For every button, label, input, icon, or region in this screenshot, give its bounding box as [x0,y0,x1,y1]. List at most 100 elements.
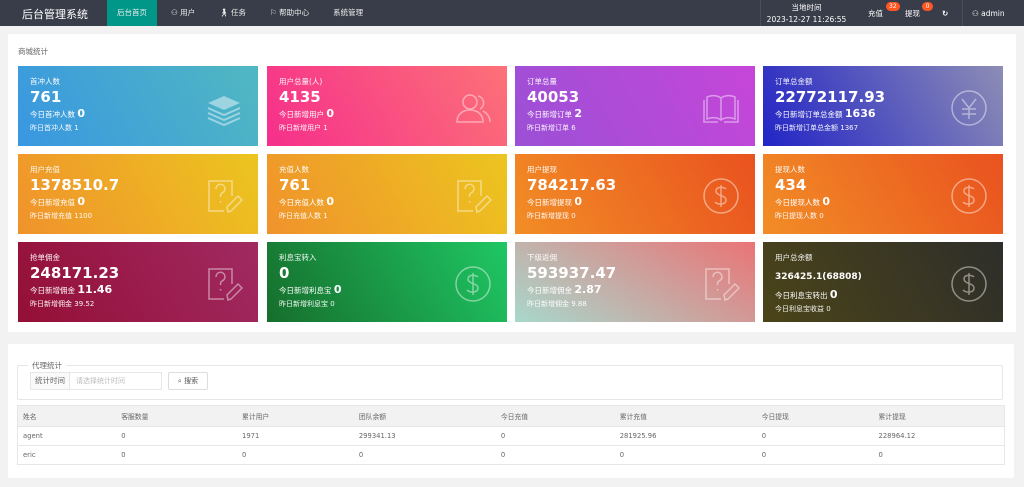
divider [962,0,963,26]
column-header: 客服数量 [116,405,238,427]
agent-stats-panel: 代理统计 统计时间 请选择统计时间 ⌕ 搜索 姓名 客服数量 累计用户 团队余额 今日充… [8,344,1014,478]
card-today: 今日充值人数 0 [279,195,495,208]
card-yesterday: 今日利息宝收益 0 [775,304,991,314]
today-label: 今日利息宝转出 [775,291,828,300]
card-today: 今日新增订单总金额 1636 [775,107,991,120]
table-row: eric 0 0 0 0 0 0 0 [17,445,1005,465]
yesterday-label: 昨日新增提现 [527,212,569,220]
card-title: 用户总余额 [775,253,813,262]
today-label: 今日新增订单总金额 [775,110,843,119]
user-menu[interactable]: ⚇ admin [972,0,1005,26]
today-value: 0 [822,195,831,208]
withdraw-badge: 0 [922,2,933,11]
today-value: 2 [574,107,583,120]
today-value: 0 [574,195,583,208]
yesterday-label: 昨日新增佣金 [30,300,72,308]
card-yesterday: 昨日新增用户 1 [279,123,495,133]
yesterday-label: 昨日充值人数 [279,212,321,220]
column-header: 姓名 [17,405,117,427]
today-value: 0 [326,195,335,208]
card-value: 248171.23 [30,264,120,282]
yesterday-label: 昨日新增订单 [527,124,569,132]
agent-filter: 代理统计 [17,360,1003,400]
table-cell: 228964.12 [873,426,1005,446]
card-value: 761 [30,88,62,106]
time-value: 2023-12-27 11:26:55 [766,15,847,24]
user-icon: ⚇ [171,8,181,17]
nav-help-label: 帮助中心 [279,8,310,17]
card-title: 首冲人数 [30,77,60,86]
nav-users[interactable]: ⚇ 用户 [161,0,205,26]
time-label: 当地时间 [791,3,822,12]
table-cell: eric [17,445,117,465]
top-header: 后台管理系统 后台首页 ⚇ 用户 🚶︎ 任务 ⚐ 帮助中心 系统管理 当地时间 … [0,0,1024,26]
card-title: 用户充值 [30,165,60,174]
stat-card: 用户充值 1378510.7 今日新增充值 0 昨日新增充值 1100 [18,154,258,234]
search-icon: ⌕ [177,377,185,385]
today-label: 今日新增佣金 [30,286,75,295]
yesterday-value: 1 [74,124,79,132]
nav-home[interactable]: 后台首页 [107,0,157,26]
card-value: 1378510.7 [30,176,120,194]
table-cell: agent [17,426,117,446]
withdraw-label: 提现 [905,9,920,18]
card-value: 4135 [279,88,321,106]
search-button[interactable]: ⌕ 搜索 [168,372,208,390]
yesterday-value: 0 [826,305,831,313]
card-title: 充值人数 [279,165,309,174]
today-label: 今日新增订单 [527,110,572,119]
column-header: 今日提现 [756,405,874,427]
card-today: 今日新增提现 0 [527,195,743,208]
card-yesterday: 昨日新增利息宝 0 [279,299,495,309]
card-title: 下级返佣 [527,253,557,262]
yesterday-value: 1 [323,124,328,132]
nav-system[interactable]: 系统管理 [333,8,364,17]
card-today: 今日新增佣金 2.87 [527,283,743,296]
column-header: 今日充值 [495,405,615,427]
recharge-label: 充值 [868,9,883,18]
card-today: 今日新增利息宝 0 [279,283,495,296]
mall-stats-title: 商城统计 [18,47,48,56]
recharge-link[interactable]: 充值 [868,0,883,26]
yesterday-value: 39.52 [74,300,95,308]
card-today: 今日新增订单 2 [527,107,743,120]
filter-label: 统计时间 [30,372,70,390]
yesterday-label: 昨日首冲人数 [30,124,72,132]
agent-table: 姓名 客服数量 累计用户 团队余额 今日充值 累计充值 今日提现 累计提现 agent 0 1971… [17,405,1005,465]
yesterday-value: 6 [571,124,576,132]
yesterday-value: 1367 [840,124,859,132]
stat-card: 下级返佣 593937.47 今日新增佣金 2.87 昨日新增佣金 9.88 [515,242,755,322]
card-value: 40053 [527,88,580,106]
card-title: 抢单佣金 [30,253,60,262]
local-time: 当地时间 2023-12-27 11:26:55 [760,0,852,26]
table-cell: 0 [353,445,496,465]
yesterday-label: 昨日新增订单总金额 [775,124,838,132]
time-input[interactable]: 请选择统计时间 [70,372,162,390]
refresh-icon[interactable]: ↻ [942,9,949,18]
table-cell: 0 [495,426,615,446]
stat-card: 提现人数 434 今日提现人数 0 昨日提现人数 0 [763,154,1003,234]
yesterday-value: 0 [819,212,824,220]
nav-help[interactable]: ⚐ 帮助中心 [260,0,319,26]
today-label: 今日新增利息宝 [279,286,332,295]
card-value: 784217.63 [527,176,617,194]
search-label: 搜索 [184,377,199,385]
card-value: 434 [775,176,807,194]
card-today: 今日首冲人数 0 [30,107,246,120]
table-cell: 0 [756,445,874,465]
column-header: 累计充值 [614,405,757,427]
yesterday-label: 昨日新增用户 [279,124,321,132]
withdraw-link[interactable]: 提现 [905,0,920,26]
card-title: 用户提现 [527,165,557,174]
today-label: 今日首冲人数 [30,110,75,119]
card-yesterday: 昨日首冲人数 1 [30,123,246,133]
table-cell: 281925.96 [614,426,757,446]
nav-tasks[interactable]: 🚶︎ 任务 [209,0,256,26]
today-label: 今日新增佣金 [527,286,572,295]
card-today: 今日新增充值 0 [30,195,246,208]
stat-card: 用户总量(人) 4135 今日新增用户 0 昨日新增用户 1 [267,66,507,146]
card-yesterday: 昨日新增提现 0 [527,211,743,221]
card-title: 提现人数 [775,165,805,174]
card-today: 今日新增用户 0 [279,107,495,120]
table-cell: 1971 [237,426,354,446]
